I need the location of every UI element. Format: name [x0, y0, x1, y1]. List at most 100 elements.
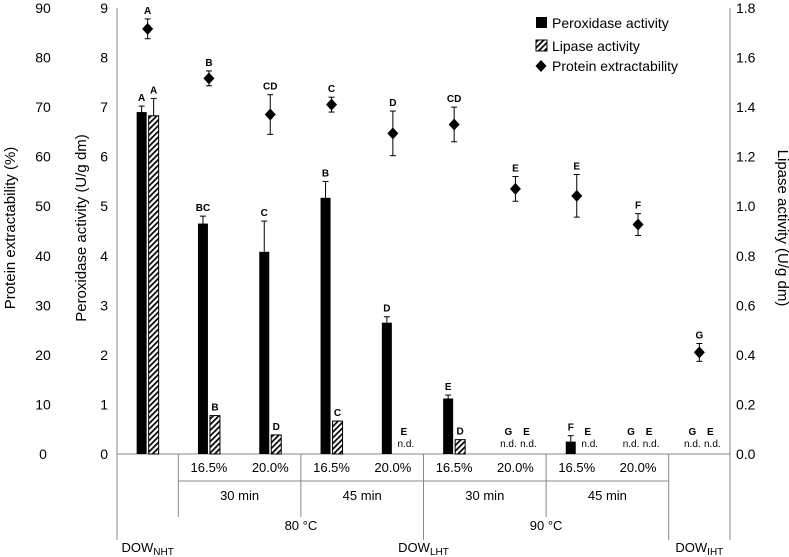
bars-layer — [136, 97, 576, 455]
time-label: 30 min — [465, 488, 504, 503]
right-axis-tick-label: 0.6 — [736, 297, 756, 313]
right-axis-tick-label: 1.4 — [736, 99, 756, 115]
inner-axis-tick-label: 8 — [100, 50, 108, 66]
right-axis-tick-label: 0.8 — [736, 248, 756, 264]
protein-point — [387, 127, 399, 140]
lipase-letter: A — [150, 85, 157, 96]
right-axis-tick-label: 1.8 — [736, 0, 756, 16]
peroxidase-letter: G — [688, 427, 696, 438]
lipase-bar — [454, 439, 466, 455]
protein-point — [326, 98, 338, 111]
inner-axis-tick-label: 9 — [100, 0, 108, 16]
left-axis-tick-label: 70 — [35, 99, 51, 115]
peroxidase-letter: G — [627, 427, 635, 438]
concentration-label: 20.0% — [620, 460, 657, 475]
concentration-label: 20.0% — [374, 460, 411, 475]
concentration-label: 20.0% — [497, 460, 534, 475]
concentration-label: 16.5% — [313, 460, 350, 475]
lipase-nd-label: n.d. — [643, 439, 660, 450]
sample-label-subscript: IHT — [707, 547, 723, 557]
inner-axis-tick-label: 4 — [100, 248, 108, 264]
sample-label: DOWIHT — [675, 540, 723, 557]
protein-point — [203, 72, 215, 85]
protein-point — [632, 218, 644, 231]
temperature-label: 90 °C — [530, 518, 563, 533]
peroxidase-bar — [443, 398, 454, 454]
legend-peroxidase-label: Peroxidase activity — [552, 15, 669, 31]
lipase-letter: E — [707, 427, 714, 438]
protein-letter: E — [512, 163, 519, 174]
protein-letter: C — [328, 84, 335, 95]
right-axis-tick-label: 0.4 — [736, 347, 756, 363]
time-label: 45 min — [343, 488, 382, 503]
legend-lipase-label: Lipase activity — [552, 38, 640, 54]
peroxidase-letter: BC — [196, 203, 210, 214]
right-axis-tick-label: 0.0 — [736, 446, 756, 462]
right-axis-tick-label: 0.2 — [736, 396, 756, 412]
inner-axis-tick-label: 2 — [100, 347, 108, 363]
peroxidase-letter: A — [138, 93, 145, 104]
axes-layer: 0 10 20 30 40 50 60 70 80 90 0 1 2 3 4 5 6 7 8 9 0.0 0.2 0.4 0.… — [35, 0, 755, 462]
concentration-label: 16.5% — [558, 460, 595, 475]
left-axis-tick-label: 20 — [35, 347, 51, 363]
protein-letter: B — [205, 58, 212, 69]
lipase-letter: E — [646, 427, 653, 438]
sample-label-base: DOW — [398, 540, 431, 555]
legend-protein-label: Protein extractability — [552, 58, 678, 74]
lipase-nd-label: n.d. — [704, 439, 721, 450]
lipase-letter: D — [457, 427, 464, 438]
peroxidase-letter: B — [322, 168, 329, 179]
concentration-label: 16.5% — [436, 460, 473, 475]
left-axis-tick-label: 50 — [35, 198, 51, 214]
left-axis-tick-label: 0 — [39, 446, 47, 462]
right-axis-tick-label: 1.6 — [736, 50, 756, 66]
left-axis-tick-label: 10 — [35, 396, 51, 412]
protein-letter: D — [389, 98, 396, 109]
inner-axis-tick-label: 0 — [100, 446, 108, 462]
peroxidase-bar — [259, 251, 270, 454]
inner-axis-tick-label: 5 — [100, 198, 108, 214]
time-label: 30 min — [220, 488, 259, 503]
left-axis-tick-label: 90 — [35, 0, 51, 16]
right-axis-title: Lipase activity (U/g dm) — [774, 150, 789, 307]
peroxidase-letter: C — [261, 208, 268, 219]
lipase-letter: E — [584, 427, 591, 438]
left-axis-tick-label: 40 — [35, 248, 51, 264]
lipase-bar — [209, 415, 221, 455]
sample-label-base: DOW — [121, 540, 154, 555]
protein-letter: CD — [447, 94, 461, 105]
peroxidase-bar — [320, 197, 331, 454]
lipase-bar — [148, 115, 160, 455]
inner-axis-tick-label: 1 — [100, 396, 108, 412]
inner-axis-title: Peroxidase activity (U/g dm) — [73, 134, 90, 322]
legend-lipase-swatch — [535, 39, 548, 52]
protein-point — [264, 108, 276, 121]
left-axis-tick-label: 60 — [35, 149, 51, 165]
lipase-nd-label: n.d. — [520, 439, 537, 450]
sample-label-subscript: NHT — [153, 547, 174, 557]
protein-letter: E — [573, 162, 580, 173]
peroxidase-letter: F — [568, 423, 574, 434]
lipase-bar — [270, 434, 282, 455]
lipase-letter: E — [401, 427, 408, 438]
right-axis-tick-label: 1.2 — [736, 149, 756, 165]
peroxidase-nd-label: n.d. — [623, 439, 640, 450]
sample-label-subscript: LHT — [430, 547, 449, 557]
lipase-bar — [332, 420, 344, 455]
time-label: 45 min — [588, 488, 627, 503]
peroxidase-letter: D — [383, 304, 390, 315]
peroxidase-nd-label: n.d. — [500, 439, 517, 450]
peroxidase-bar — [136, 112, 147, 455]
peroxidase-nd-label: n.d. — [684, 439, 701, 450]
peroxidase-bar — [565, 441, 576, 454]
protein-point — [448, 118, 460, 131]
protein-letter: CD — [263, 82, 277, 93]
sample-label: DOWLHT — [398, 540, 449, 557]
lipase-nd-label: n.d. — [581, 439, 598, 450]
peroxidase-bar — [197, 223, 208, 454]
protein-point — [142, 22, 154, 35]
points-layer — [142, 18, 705, 362]
protein-point — [509, 182, 521, 195]
